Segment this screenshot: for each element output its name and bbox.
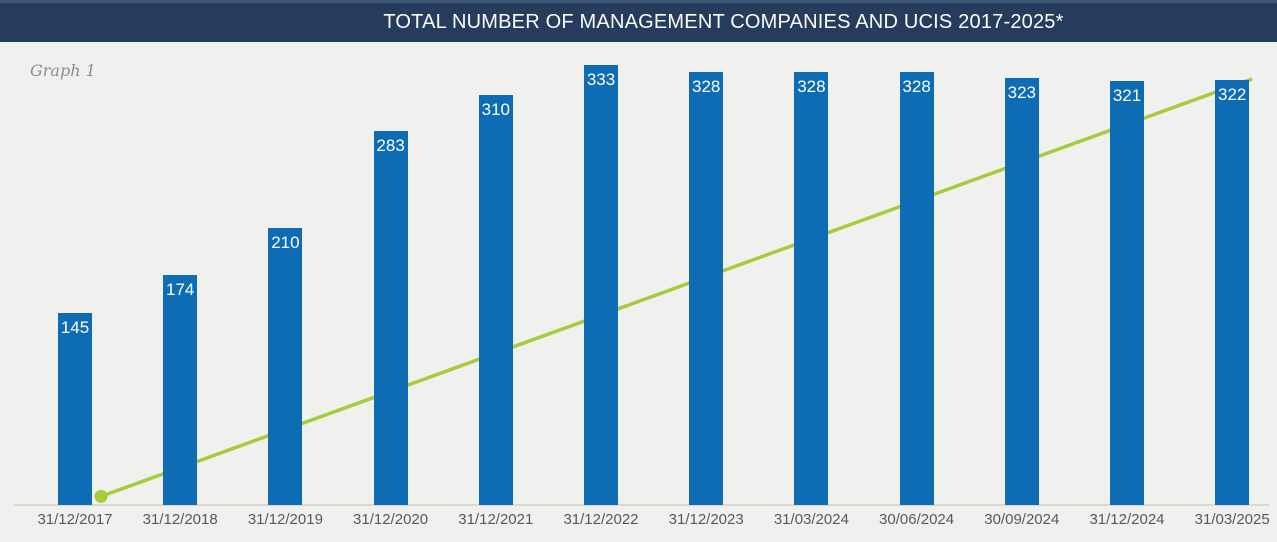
x-axis-line (14, 504, 1269, 506)
x-tick-label: 31/12/2023 (668, 511, 744, 528)
bar-value-label: 328 (902, 76, 931, 96)
bar-value-label: 323 (1007, 83, 1036, 103)
bar-value-label: 210 (271, 232, 300, 252)
bar: 310 (478, 95, 513, 505)
x-tick-label: 30/09/2024 (984, 511, 1060, 528)
bar-value-label: 328 (797, 76, 826, 96)
bar: 321 (1110, 80, 1144, 505)
bar: 283 (373, 131, 408, 505)
bar-value-label: 310 (481, 100, 510, 120)
bar-value-label: 321 (1112, 85, 1142, 105)
graph-number-label: Graph 1 (30, 61, 96, 80)
chart-title: TOTAL NUMBER OF MANAGEMENT COMPANIES AND… (383, 11, 1064, 33)
x-tick-label: 31/12/2020 (353, 511, 429, 528)
bar: 323 (1004, 78, 1039, 505)
trend-line-start-dot (94, 489, 108, 503)
bar: 322 (1215, 79, 1250, 505)
bar: 174 (163, 275, 198, 505)
x-tick-label: 31/12/2021 (458, 511, 534, 528)
x-tick-label: 31/12/2022 (563, 511, 639, 528)
x-tick-label: 30/06/2024 (879, 511, 955, 528)
bar-value-label: 283 (376, 136, 405, 156)
chart-title-bar: TOTAL NUMBER OF MANAGEMENT COMPANIES AND… (0, 0, 1277, 42)
x-tick-label: 31/12/2024 (1089, 511, 1165, 528)
bar-value-label: 333 (586, 70, 616, 89)
x-tick-label: 31/03/2024 (773, 511, 849, 528)
bar: 328 (899, 71, 934, 505)
bar: 328 (689, 71, 724, 505)
bar-value-label: 145 (60, 318, 90, 338)
bar: 333 (584, 65, 618, 505)
bar: 210 (268, 227, 303, 505)
x-tick-label: 31/12/2018 (142, 511, 218, 528)
x-tick-label: 31/03/2025 (1194, 511, 1270, 528)
bar-value-label: 174 (166, 280, 195, 300)
bar-value-label: 328 (692, 76, 721, 96)
x-tick-label: 31/12/2019 (247, 511, 323, 528)
bar: 328 (794, 71, 829, 505)
bar: 145 (58, 313, 92, 505)
x-tick-label: 31/12/2017 (37, 511, 113, 528)
bar-value-label: 322 (1218, 84, 1247, 104)
